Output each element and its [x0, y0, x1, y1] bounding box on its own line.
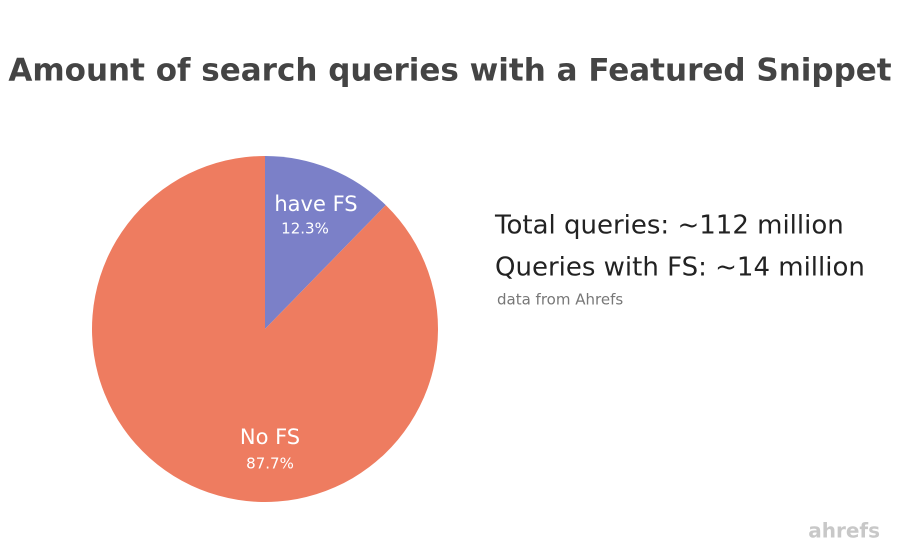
slice-label: have FS: [274, 192, 357, 216]
source-note: data from Ahrefs: [497, 291, 623, 309]
annotation: Total queries: ~112 million: [494, 211, 844, 241]
slice-label: No FS: [240, 425, 300, 449]
pie-slice: [92, 156, 439, 502]
pie-slice: [265, 156, 386, 329]
chart-title: Amount of search queries with a Featured…: [8, 53, 891, 89]
annotation: Queries with FS: ~14 million: [495, 253, 865, 283]
slice-value-label: 87.7%: [246, 455, 294, 473]
brand-logo: ahrefs: [808, 519, 880, 543]
slice-value-label: 12.3%: [281, 220, 329, 238]
